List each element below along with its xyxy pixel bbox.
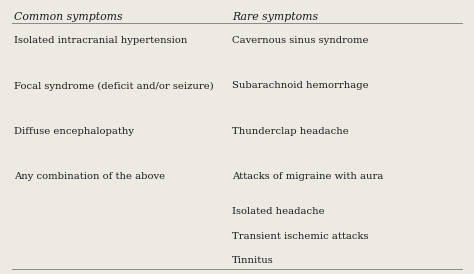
Text: Rare symptoms: Rare symptoms [232, 12, 319, 22]
Text: Transient ischemic attacks: Transient ischemic attacks [232, 232, 369, 241]
Text: Focal syndrome (deficit and/or seizure): Focal syndrome (deficit and/or seizure) [14, 81, 214, 90]
Text: Subarachnoid hemorrhage: Subarachnoid hemorrhage [232, 81, 369, 90]
Text: Isolated headache: Isolated headache [232, 207, 325, 216]
Text: Any combination of the above: Any combination of the above [14, 172, 165, 181]
Text: Diffuse encephalopathy: Diffuse encephalopathy [14, 127, 134, 136]
Text: Thunderclap headache: Thunderclap headache [232, 127, 349, 136]
Text: Isolated intracranial hypertension: Isolated intracranial hypertension [14, 36, 188, 45]
Text: Cavernous sinus syndrome: Cavernous sinus syndrome [232, 36, 369, 45]
Text: Tinnitus: Tinnitus [232, 256, 274, 265]
Text: Common symptoms: Common symptoms [14, 12, 123, 22]
Text: Attacks of migraine with aura: Attacks of migraine with aura [232, 172, 383, 181]
